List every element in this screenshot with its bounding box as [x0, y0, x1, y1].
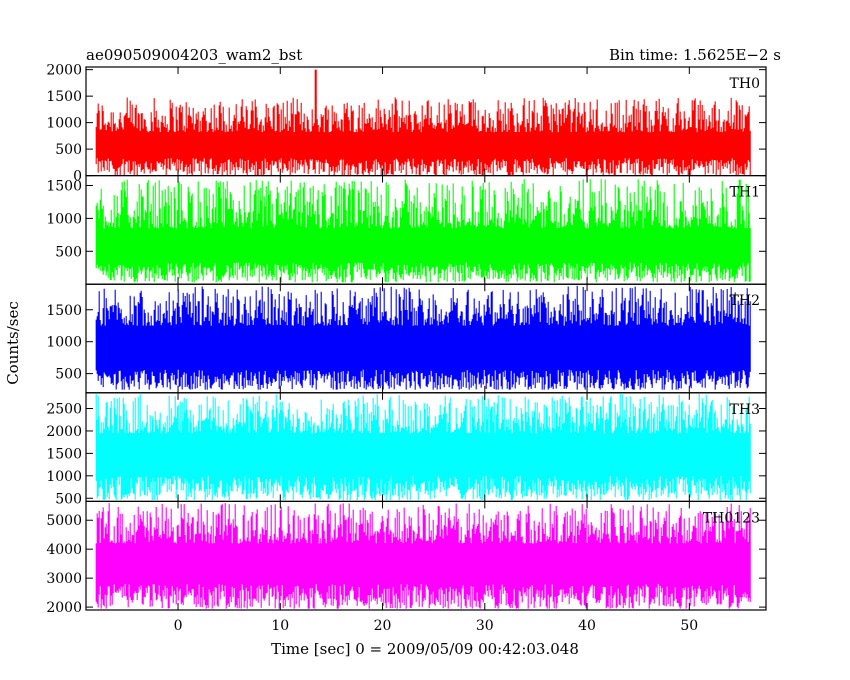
y-tick-label: 1000: [46, 335, 82, 351]
y-tick-label: 500: [55, 367, 82, 383]
series-th2: [95, 285, 751, 390]
chart-title: ae090509004203_wam2_bst: [86, 46, 302, 64]
x-tick-label: 0: [174, 618, 183, 634]
y-tick-label: 2500: [46, 402, 82, 418]
y-tick-label: 1500: [46, 89, 82, 105]
panel-th3: 500 1000 1500 2000 2500 TH3: [46, 392, 767, 507]
y-tick-label: 1000: [46, 116, 82, 132]
panel-th0: 0 500 1000 1500 2000 TH0: [46, 63, 767, 185]
panel-label: TH0: [730, 76, 760, 92]
panel-label: TH0123: [703, 510, 760, 526]
series-th3: [95, 394, 751, 501]
bin-time-label: Bin time: 1.5625E−2 s: [609, 46, 781, 64]
x-tick-label: 40: [578, 618, 596, 634]
y-tick-label: 1000: [46, 211, 82, 227]
x-tick-label: 20: [374, 618, 392, 634]
y-tick-label: 500: [55, 244, 82, 260]
panel-label: TH1: [730, 185, 760, 201]
y-tick-label: 1000: [46, 469, 82, 485]
y-tick-label: 1500: [46, 446, 82, 462]
panel-th1: 500 1000 1500 TH1: [46, 175, 767, 285]
y-tick-label: 500: [55, 142, 82, 158]
y-tick-label: 1500: [46, 178, 82, 194]
y-tick-label: 0: [73, 169, 82, 185]
y-tick-label: 500: [55, 491, 82, 507]
series-th0123: [95, 503, 751, 609]
panel-th0123: 2000 3000 4000 5000 TH0123 0 10 20 30 40 50: [46, 500, 767, 634]
series-th1: [95, 179, 751, 283]
x-axis-label: Time [sec] 0 = 2009/05/09 00:42:03.048: [271, 640, 579, 658]
y-tick-label: 1500: [46, 303, 82, 319]
x-tick-label: 30: [476, 618, 494, 634]
y-axis-label: Counts/sec: [4, 301, 22, 385]
panel-frame: [85, 500, 767, 611]
panel-label: TH2: [730, 293, 760, 309]
x-tick-label: 50: [680, 618, 698, 634]
x-tick-label: 10: [271, 618, 289, 634]
panel-th2: 500 1000 1500 TH2: [46, 283, 767, 394]
y-tick-label: 5000: [46, 513, 82, 529]
series-th0: [95, 69, 751, 176]
y-tick-label: 2000: [46, 424, 82, 440]
panel-label: TH3: [730, 402, 760, 418]
y-tick-label: 2000: [46, 600, 82, 616]
y-tick-label: 4000: [46, 542, 82, 558]
y-tick-label: 3000: [46, 571, 82, 587]
y-tick-label: 2000: [46, 63, 82, 79]
